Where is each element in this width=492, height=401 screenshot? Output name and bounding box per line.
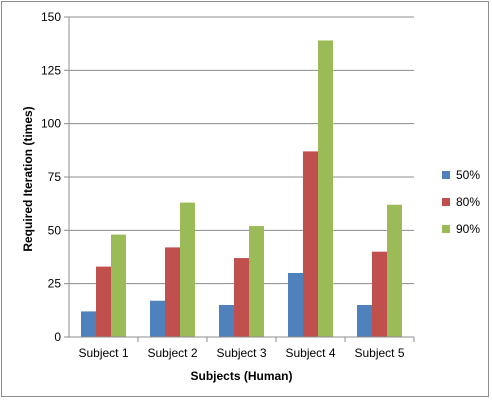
y-axis-title: Required Iteration (times) xyxy=(21,106,35,251)
axes xyxy=(68,17,415,342)
bar-90pct-5 xyxy=(387,204,402,337)
bar-80pct-1 xyxy=(96,266,111,337)
bar-50pct-1 xyxy=(81,311,96,337)
x-axis-title: Subjects (Human) xyxy=(190,369,292,383)
bar-50pct-3 xyxy=(219,305,234,337)
y-tick-label: 75 xyxy=(48,170,62,184)
y-tick-label: 25 xyxy=(48,277,62,291)
y-tick-label: 100 xyxy=(41,117,61,131)
y-tick-label: 50 xyxy=(48,223,62,237)
bar-50pct-4 xyxy=(288,273,303,337)
y-tick-label: 0 xyxy=(54,330,61,344)
bar-90pct-2 xyxy=(180,202,195,337)
bar-80pct-3 xyxy=(234,258,249,337)
legend-label: 50% xyxy=(456,168,480,182)
x-category-label: Subject 2 xyxy=(147,346,197,360)
x-category-label: Subject 4 xyxy=(285,346,335,360)
bars xyxy=(81,40,402,337)
bar-90pct-3 xyxy=(249,226,264,337)
gridlines xyxy=(64,16,414,338)
y-tick-label: 125 xyxy=(41,63,61,77)
bar-50pct-2 xyxy=(150,300,165,337)
bar-80pct-2 xyxy=(165,247,180,337)
legend-label: 90% xyxy=(456,222,480,236)
legend-label: 80% xyxy=(456,195,480,209)
x-category-label: Subject 3 xyxy=(216,346,266,360)
bar-90pct-1 xyxy=(111,234,126,337)
bar-90pct-4 xyxy=(318,40,333,337)
bar-80pct-5 xyxy=(372,251,387,337)
y-tick-label: 150 xyxy=(41,10,61,24)
x-category-labels: Subject 1 Subject 2 Subject 3 Subject 4 Subj… xyxy=(78,346,404,360)
legend: 50% 80% 90% xyxy=(442,168,480,236)
legend-swatch xyxy=(442,198,450,206)
legend-swatch xyxy=(442,225,450,233)
x-category-label: Subject 1 xyxy=(78,346,128,360)
chart-frame: 0 25 50 75 100 125 150 Subject 1 Subject 2 Subje… xyxy=(1,1,489,397)
y-tick-labels: 0 25 50 75 100 125 150 xyxy=(41,10,61,344)
legend-swatch xyxy=(442,171,450,179)
bar-50pct-5 xyxy=(357,305,372,337)
x-category-label: Subject 5 xyxy=(354,346,404,360)
bar-80pct-4 xyxy=(303,151,318,337)
